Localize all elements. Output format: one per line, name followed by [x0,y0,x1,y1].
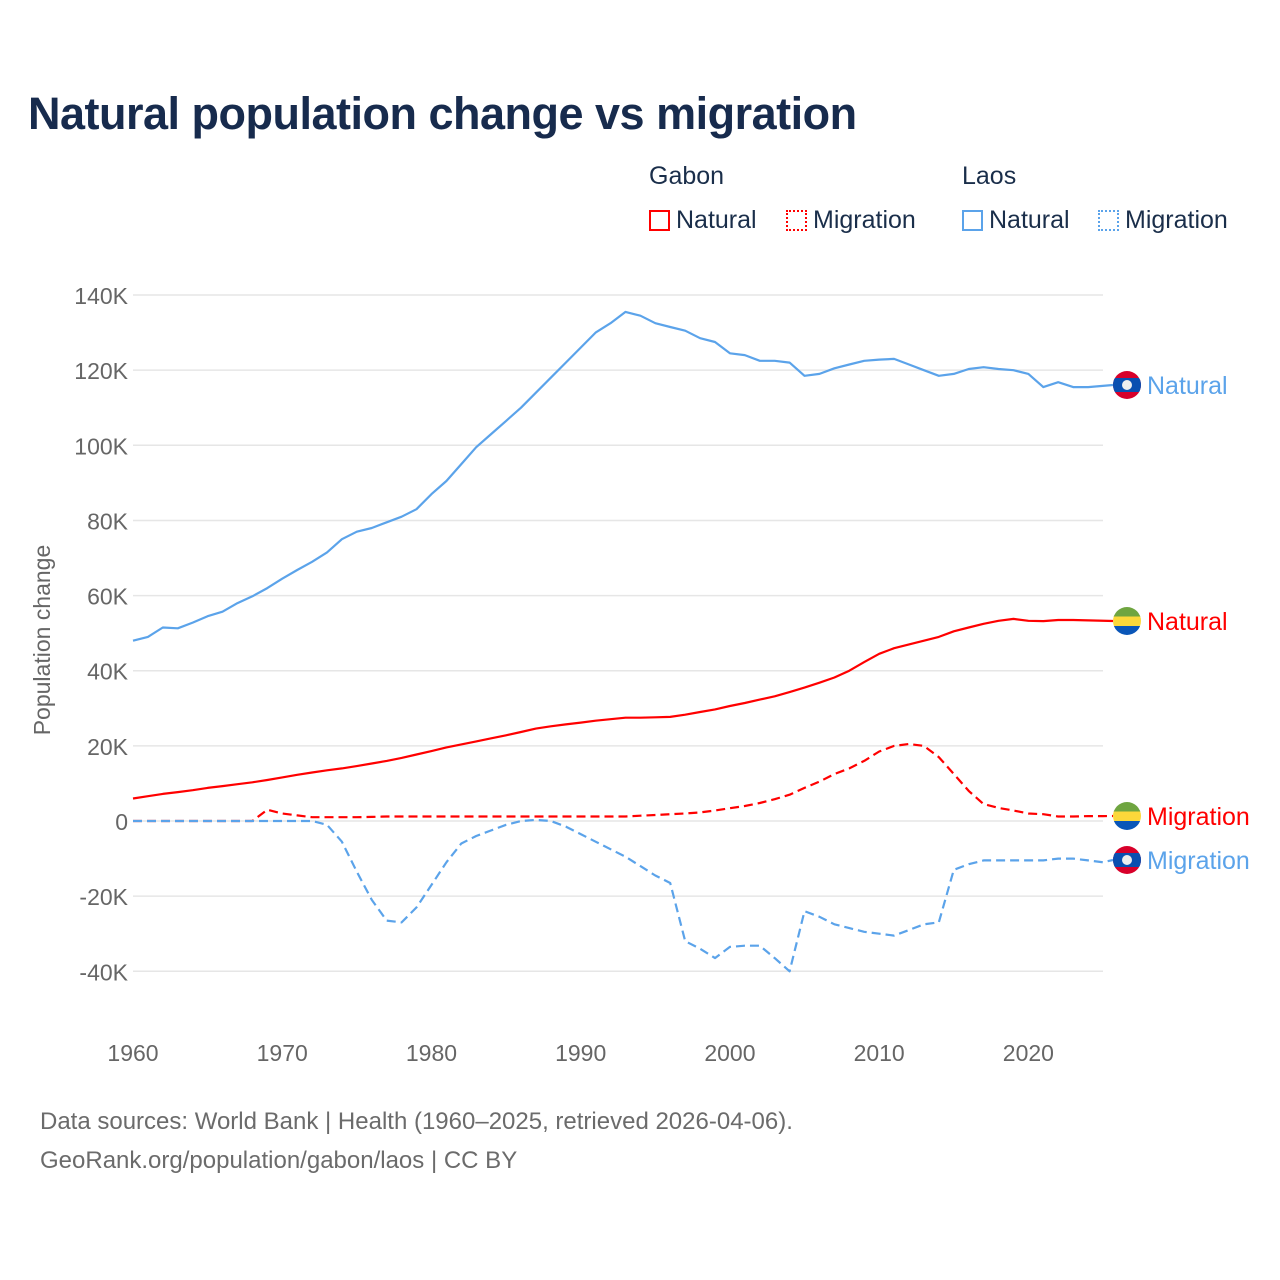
gabon-flag-icon [1113,607,1141,635]
x-tick-label: 2000 [704,1040,755,1066]
legend-item-gabon-migration[interactable]: Migration [786,206,916,235]
y-tick-label: 40K [87,659,129,685]
series-end-label: Natural [1147,608,1228,636]
stripe-blue [1113,821,1141,830]
series-end-label: Natural [1147,372,1228,400]
y-tick-label: -20K [79,884,128,910]
legend-item-laos-migration[interactable]: Migration [1098,206,1228,235]
x-tick-label: 1960 [107,1040,158,1066]
y-tick-label: 0 [115,809,128,835]
x-tick-label: 1970 [257,1040,308,1066]
chart-title: Natural population change vs migration [28,88,857,139]
y-tick-label: 140K [74,283,128,309]
dotted-swatch-icon [786,210,807,231]
legend-item-gabon-natural[interactable]: Natural [649,206,757,235]
flag-disc [1122,380,1132,390]
y-tick-label: 120K [74,358,128,384]
stripe-green [1113,802,1141,812]
y-tick-label: 80K [87,508,129,534]
y-tick-label: 20K [87,734,129,760]
stripe-yellow [1113,616,1141,626]
solid-swatch-icon [962,210,983,231]
legend-group-title: Gabon [649,162,725,190]
footer-link[interactable]: GeoRank.org/population/gabon/laos | CC B… [40,1147,518,1174]
flag-disc [1122,855,1132,865]
flag-stripes [1113,846,1141,874]
series-line-laos-natural [132,310,1114,642]
stripe-yellow [1113,811,1141,821]
laos-flag-icon [1113,846,1141,874]
series-end-label: Migration [1147,847,1250,875]
stripe-blue [1113,626,1141,635]
flag-stripes [1113,802,1141,830]
flag-stripes [1113,607,1141,635]
x-tick-label: 1980 [406,1040,457,1066]
legend-group-title: Laos [962,162,1017,190]
x-tick-label: 1990 [555,1040,606,1066]
legend-label: Natural [676,206,757,234]
y-tick-label: 60K [87,584,129,610]
legend-label: Migration [813,206,916,234]
legend-group-gabon: Gabon Natural Migration [649,162,916,234]
series-end-label: Migration [1147,803,1250,831]
series-line-gabon-migration [133,742,1114,823]
solid-swatch-icon [649,210,670,231]
legend-group-laos: Laos Natural Migration [962,162,1228,234]
flag-stripes [1113,371,1141,399]
dotted-swatch-icon [1098,210,1119,231]
footer-sources: Data sources: World Bank | Health (1960–… [40,1108,793,1135]
series-line-gabon-natural [132,617,1114,800]
y-axis-label: Population change [29,545,55,736]
laos-flag-icon [1113,371,1141,399]
y-tick-label: 100K [74,433,128,459]
x-tick-label: 2010 [854,1040,905,1066]
x-tick-label: 2020 [1003,1040,1054,1066]
legend-label: Natural [989,206,1070,234]
legend-label: Migration [1125,206,1228,234]
gabon-flag-icon [1113,802,1141,830]
legend-item-laos-natural[interactable]: Natural [962,206,1070,235]
y-tick-label: -40K [79,959,128,985]
stripe-green [1113,607,1141,617]
